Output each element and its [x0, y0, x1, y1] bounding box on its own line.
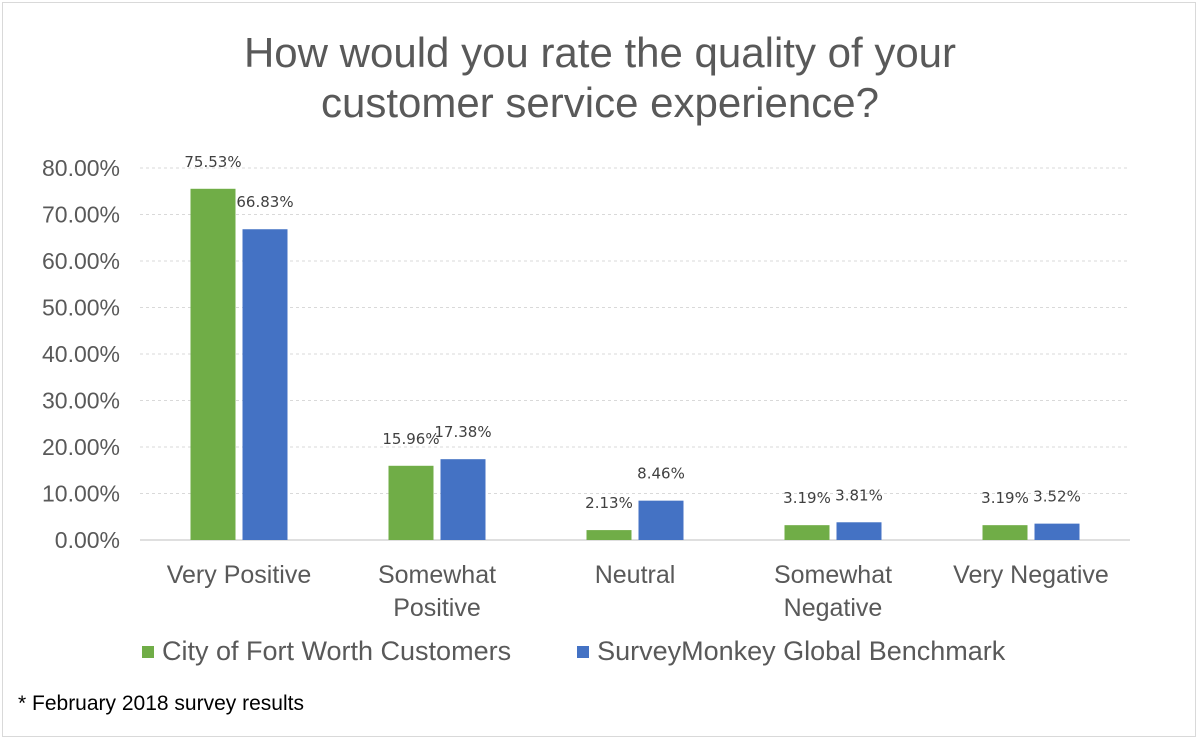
y-tick-label: 30.00% [42, 388, 120, 414]
legend-swatch-benchmark [577, 645, 590, 658]
bar-benchmark [242, 229, 288, 541]
y-tick-label: 40.00% [42, 341, 120, 367]
bar-benchmark [836, 522, 882, 540]
footnote: * February 2018 survey results [18, 692, 304, 715]
data-label: 3.81% [835, 486, 883, 504]
y-tick-label: 0.00% [55, 527, 120, 553]
chart-title-line-1: How would you rate the quality of your [243, 29, 957, 76]
data-label: 17.38% [434, 423, 491, 441]
y-tick-label: 70.00% [42, 202, 120, 228]
chart-title-line-2: customer service experience? [321, 79, 879, 126]
y-tick-label: 50.00% [42, 295, 120, 321]
y-tick-label: 60.00% [42, 248, 120, 274]
chart-title: How would you rate the quality of your c… [0, 28, 1200, 128]
x-tick-label: Negative [784, 594, 883, 622]
legend-label-benchmark: SurveyMonkey Global Benchmark [597, 636, 1006, 666]
y-tick-label: 80.00% [42, 155, 120, 181]
bar-city [388, 465, 434, 540]
x-tick-label: Positive [393, 594, 481, 622]
data-label: 3.52% [1033, 488, 1081, 506]
data-label: 8.46% [637, 465, 685, 483]
data-label: 75.53% [184, 153, 241, 171]
data-label: 3.19% [981, 489, 1029, 507]
legend-item-city: City of Fort Worth Customers [142, 636, 511, 667]
x-tick-label: Somewhat [378, 561, 496, 589]
bar-benchmark [440, 459, 486, 540]
x-tick-label: Very Negative [953, 561, 1109, 589]
data-label: 15.96% [382, 430, 439, 448]
bar-city [586, 530, 632, 540]
x-tick-label: Very Positive [167, 561, 312, 589]
legend-swatch-city [142, 645, 154, 658]
data-label: 2.13% [585, 494, 633, 512]
legend-label-city: City of Fort Worth Customers [162, 636, 512, 666]
chart-legend: City of Fort Worth Customers SurveyMonke… [142, 636, 1071, 667]
bar-city [784, 525, 830, 540]
x-tick-label: Neutral [595, 561, 676, 589]
data-label: 66.83% [236, 193, 293, 211]
y-tick-label: 20.00% [42, 434, 120, 460]
x-tick-label: Somewhat [774, 561, 892, 589]
y-tick-label: 10.00% [42, 481, 120, 507]
data-label: 3.19% [783, 489, 831, 507]
bar-city [982, 525, 1028, 540]
bar-city [190, 188, 236, 540]
bar-benchmark [638, 500, 684, 540]
legend-item-benchmark: SurveyMonkey Global Benchmark [577, 636, 1005, 667]
bar-benchmark [1034, 523, 1080, 540]
